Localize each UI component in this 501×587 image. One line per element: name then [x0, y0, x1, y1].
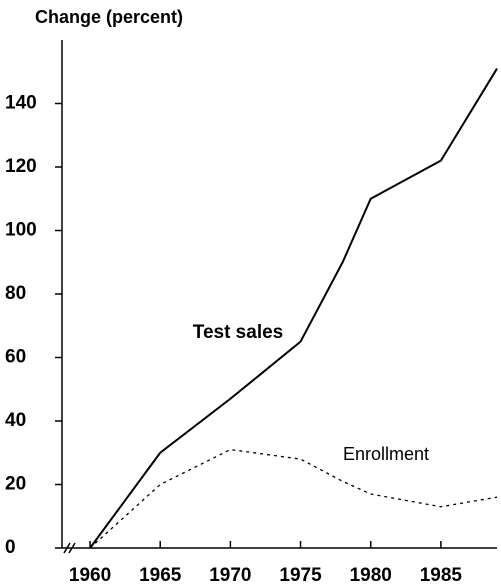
- x-tick-label: 1970: [209, 565, 251, 586]
- y-tick-label: 120: [5, 156, 37, 177]
- series-label: Test sales: [193, 322, 283, 343]
- y-tick-label: 0: [5, 537, 16, 558]
- y-tick-label: 140: [5, 93, 37, 114]
- series-line: [89, 68, 498, 549]
- x-tick-label: 1975: [279, 565, 322, 586]
- x-tick-label: 1985: [420, 565, 463, 586]
- series-label: Enrollment: [343, 444, 429, 464]
- x-tick-label: 1965: [139, 565, 182, 586]
- y-tick-label: 100: [5, 220, 37, 241]
- axis-break: [68, 542, 76, 554]
- x-tick-label: 1960: [69, 565, 111, 586]
- y-tick-label: 80: [5, 283, 26, 304]
- y-tick-label: 40: [5, 410, 26, 431]
- y-tick-label: 20: [5, 474, 26, 495]
- x-tick-label: 1980: [350, 565, 392, 586]
- y-tick-label: 60: [5, 347, 26, 368]
- series-line: [89, 448, 498, 549]
- axis-break: [63, 542, 71, 554]
- y-axis-label: Change (percent): [35, 7, 183, 27]
